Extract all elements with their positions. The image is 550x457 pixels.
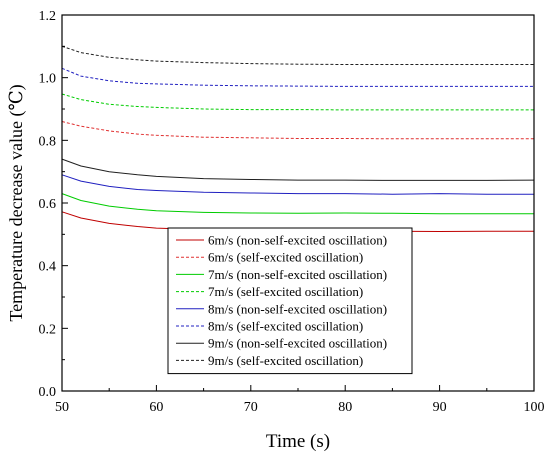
series-line-4 <box>61 93 534 111</box>
legend-label: 6m/s (self-excited oscillation) <box>208 250 363 265</box>
x-tick-label: 70 <box>244 400 258 415</box>
series-layer <box>61 45 535 233</box>
y-tick-label: 1.2 <box>39 9 57 24</box>
legend-label: 8m/s (self-excited oscillation) <box>208 319 363 334</box>
ticks-layer: 50 60 70 80 90 100 0.0 0.2 0.4 0.6 0.8 1.0 1.2 <box>39 9 545 415</box>
series-line-2 <box>61 121 534 140</box>
series-line-8 <box>61 45 534 65</box>
x-tick-label: 60 <box>149 400 163 415</box>
legend: 6m/s (non-self-excited oscillation) 6m/s … <box>167 227 413 375</box>
legend-label: 9m/s (non-self-excited oscillation) <box>208 336 387 351</box>
legend-box <box>167 227 413 375</box>
series-line-6 <box>61 67 534 87</box>
x-axis-label: Time (s) <box>266 431 330 452</box>
legend-label: 7m/s (non-self-excited oscillation) <box>208 267 387 282</box>
legend-label: 8m/s (non-self-excited oscillation) <box>208 301 387 316</box>
y-tick-label: 0.6 <box>39 197 57 212</box>
legend-label: 7m/s (self-excited oscillation) <box>208 284 363 299</box>
x-tick-label: 50 <box>55 400 69 415</box>
x-tick-label: 100 <box>524 400 545 415</box>
x-tick-label: 90 <box>433 400 447 415</box>
y-axis-label: Temperature decrease value (℃) <box>6 84 27 321</box>
legend-label: 6m/s (non-self-excited oscillation) <box>208 233 387 248</box>
y-tick-label: 1.0 <box>39 72 57 87</box>
y-tick-label: 0.8 <box>39 134 57 149</box>
series-line-5 <box>61 174 534 195</box>
legend-label: 9m/s (self-excited oscillation) <box>208 353 363 368</box>
x-tick-label: 80 <box>338 400 352 415</box>
y-tick-label: 0.2 <box>39 322 57 337</box>
series-line-7 <box>61 158 535 181</box>
y-tick-label: 0.0 <box>39 385 57 400</box>
y-tick-label: 0.4 <box>39 260 57 275</box>
series-line-3 <box>61 193 534 215</box>
